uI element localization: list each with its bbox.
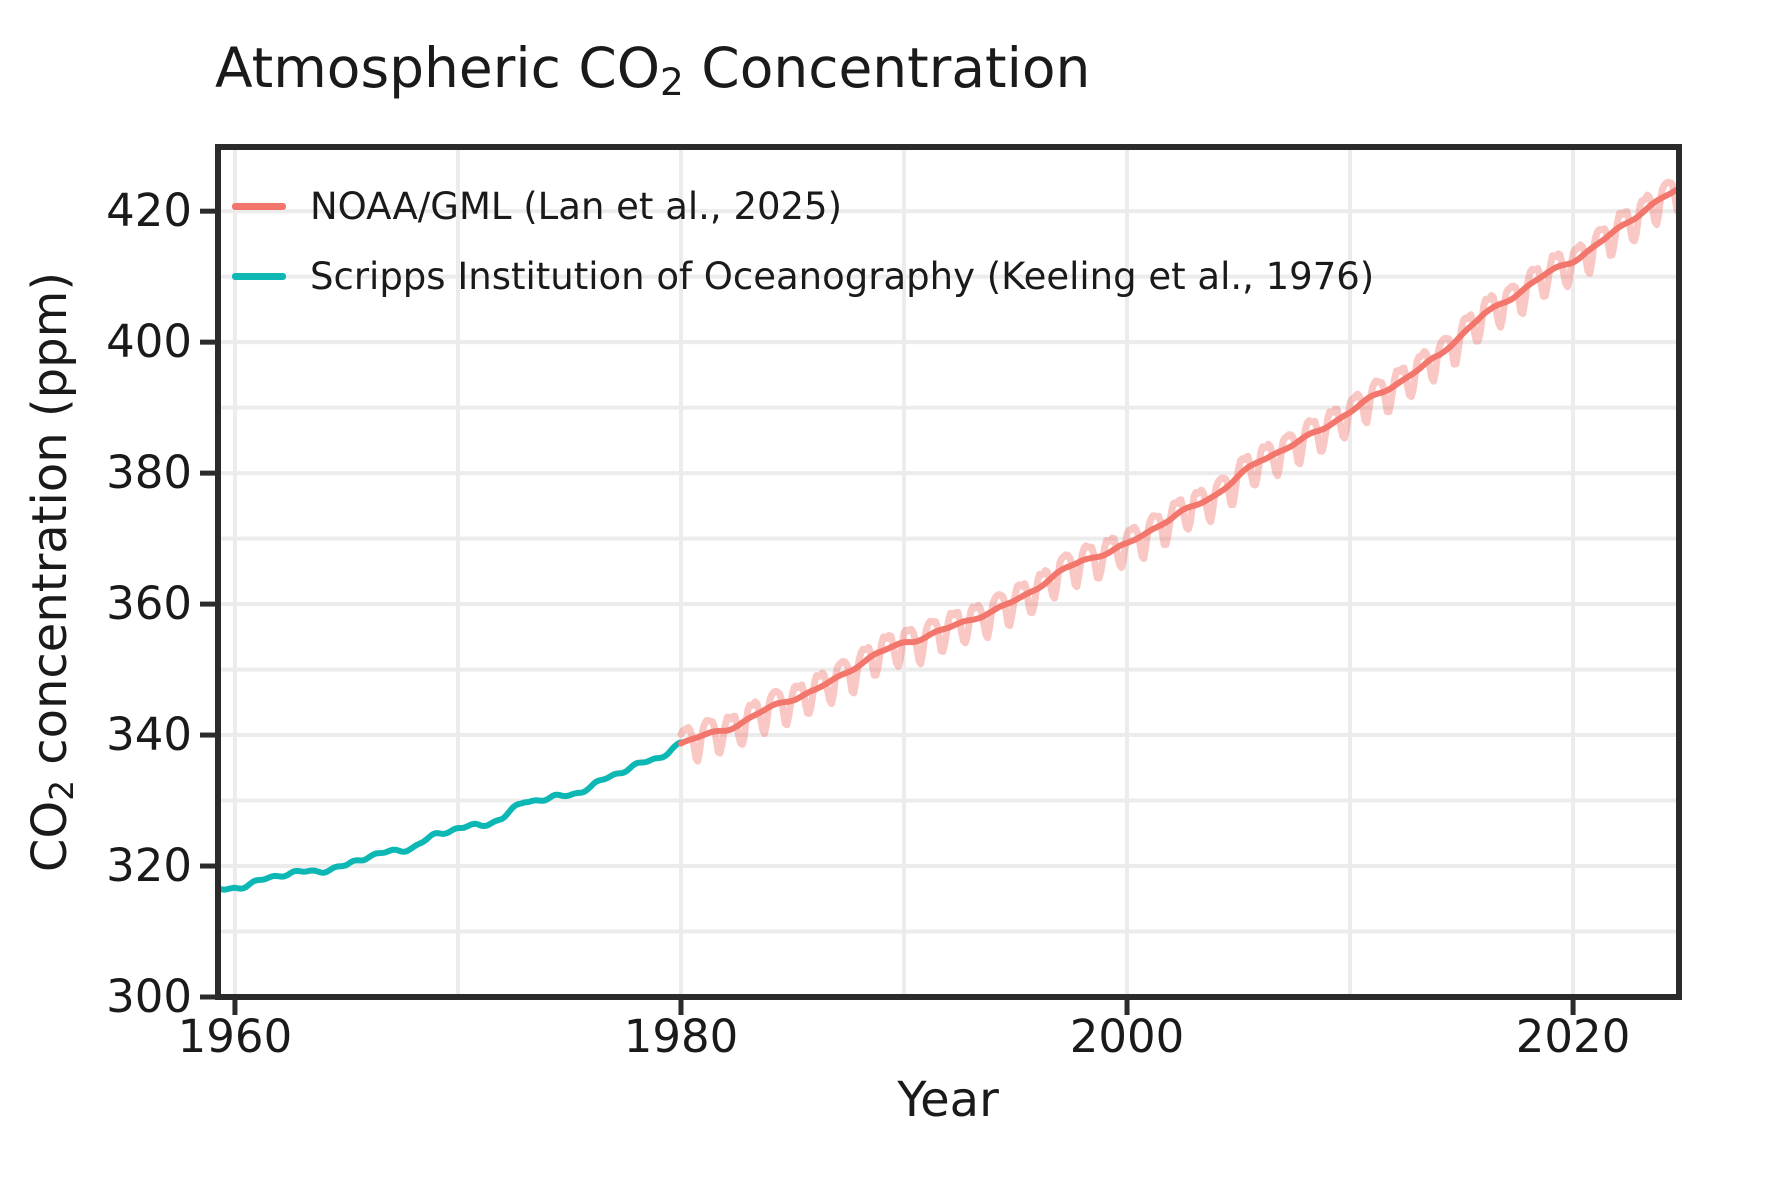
y-tick-label: 340 xyxy=(106,708,192,761)
legend-item-scripps: Scripps Institution of Oceanography (Kee… xyxy=(232,241,1374,311)
x-tick-label: 2020 xyxy=(1516,1010,1631,1063)
chart-title: Atmospheric CO2 Concentration xyxy=(215,36,1091,104)
chart-title-subscript: 2 xyxy=(660,60,684,105)
series-noaa-seasonal-line xyxy=(677,178,1679,765)
series-noaa-trend-line xyxy=(678,185,1679,747)
x-tick-label: 1980 xyxy=(624,1010,739,1063)
y-tick-label: 360 xyxy=(106,577,192,630)
y-tick-label: 300 xyxy=(106,970,192,1023)
y-tick-label: 420 xyxy=(106,184,192,237)
noaa-line-swatch xyxy=(232,202,286,210)
x-axis-label: Year xyxy=(897,1072,999,1128)
chart-title-prefix: Atmospheric CO xyxy=(215,36,661,100)
chart-title-suffix: Concentration xyxy=(683,36,1091,100)
y-tick-label: 380 xyxy=(106,446,192,499)
legend-item-noaa: NOAA/GML (Lan et al., 2025) xyxy=(232,171,1374,241)
legend-label-scripps: Scripps Institution of Oceanography (Kee… xyxy=(310,254,1375,298)
legend: NOAA/GML (Lan et al., 2025) Scripps Inst… xyxy=(232,171,1374,311)
series-scripps-line xyxy=(218,739,684,893)
legend-label-noaa: NOAA/GML (Lan et al., 2025) xyxy=(310,184,843,228)
x-tick-label: 2000 xyxy=(1070,1010,1185,1063)
plot-frame xyxy=(215,144,1682,1000)
y-tick-label: 400 xyxy=(106,315,192,368)
y-tick-label: 320 xyxy=(106,839,192,892)
x-tick-label: 1960 xyxy=(178,1010,293,1063)
scripps-line-swatch xyxy=(232,272,286,280)
